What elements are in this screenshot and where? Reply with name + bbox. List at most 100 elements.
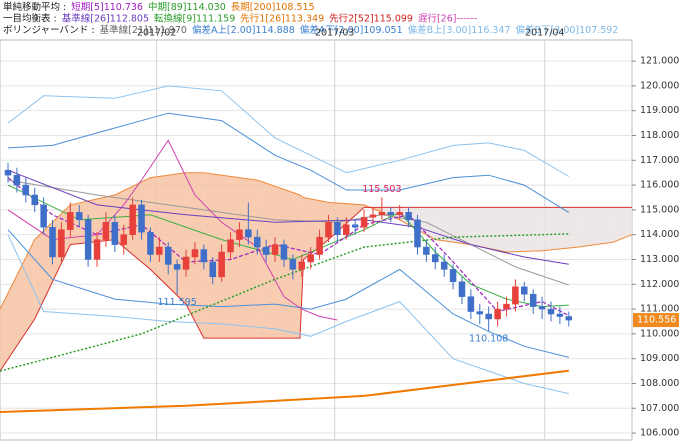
- candle-body: [485, 313, 492, 320]
- candle-body: [218, 251, 225, 278]
- candle-body: [75, 212, 83, 221]
- candle-body: [467, 296, 475, 312]
- price-annotation: 110.108: [469, 334, 508, 345]
- cloud: [257, 180, 300, 339]
- y-tick-label: 121.000: [640, 56, 679, 67]
- y-tick-label: 118.000: [640, 130, 679, 141]
- y-tick-label: 109.000: [640, 353, 679, 364]
- legend-entry: 偏差B上[3.00]116.347: [408, 24, 511, 36]
- candle-body: [4, 169, 12, 176]
- indicator-line: [7, 229, 569, 358]
- y-tick-label: 112.000: [640, 279, 679, 290]
- candle-body: [414, 219, 421, 248]
- candle-body: [13, 174, 21, 186]
- candle-body: [547, 308, 555, 315]
- legend-line: ボリンジャーバンド : 基準線[21]111.970 偏差A上[2.00]114.8…: [3, 24, 618, 36]
- candle-body: [156, 246, 163, 255]
- indicator-line: [7, 234, 569, 395]
- y-tick-label: 113.000: [640, 254, 679, 265]
- candle-body: [307, 254, 314, 263]
- candle-body: [67, 212, 74, 230]
- legend-entry: 一目均衡表 :: [3, 12, 57, 24]
- candle-body: [164, 246, 172, 265]
- cloud: [577, 207, 614, 248]
- cloud: [506, 207, 543, 253]
- candle-body: [512, 286, 519, 305]
- legend-line: 単純移動平均 : 短期[5]110.736 中期[89]114.030 長期[200]…: [3, 1, 315, 13]
- indicator-line: [0, 233, 569, 372]
- candle-body: [245, 229, 252, 238]
- candle-body: [182, 256, 190, 270]
- legend-entry: 短期[5]110.736: [71, 1, 143, 13]
- candle-body: [529, 293, 537, 307]
- candle-body: [521, 286, 528, 295]
- legend-entry: 偏差A下[2.00]109.051: [300, 24, 403, 36]
- legend-entry: 単純移動平均 :: [3, 1, 66, 13]
- candle-body: [31, 194, 38, 206]
- y-tick-label: 106.000: [640, 428, 679, 439]
- candle-body: [254, 236, 261, 248]
- candle-body: [538, 306, 546, 310]
- candle-body: [476, 311, 484, 315]
- y-tick-label: 111.000: [640, 304, 679, 315]
- candle-body: [565, 316, 573, 321]
- candle-body: [432, 254, 439, 263]
- x-tick-label: 2017/03: [315, 28, 354, 39]
- legend-line: 一目均衡表 : 基準線[26]112.805 転換線[9]111.159 先行1[26…: [3, 12, 477, 24]
- legend-entry: ボリンジャーバンド :: [3, 25, 95, 36]
- candle-body: [503, 303, 510, 310]
- current-price-box: [633, 313, 679, 328]
- y-tick-label: 120.000: [640, 80, 679, 91]
- candle-body: [49, 226, 56, 258]
- y-tick-label: 117.000: [640, 155, 679, 166]
- candle-body: [93, 239, 101, 260]
- candle-body: [440, 261, 448, 270]
- y-tick-label: 108.000: [640, 378, 679, 389]
- x-tick-label: 2017/02: [137, 28, 176, 39]
- candle-body: [449, 269, 457, 283]
- candle-body: [120, 234, 127, 245]
- indicator-line: [0, 369, 569, 413]
- legend-entry: 転換線[9]111.159: [154, 12, 235, 24]
- candle-body: [40, 204, 47, 228]
- candle-body: [351, 224, 359, 228]
- candle-body: [378, 212, 386, 216]
- candle-body: [325, 222, 332, 238]
- candle-body: [147, 231, 154, 255]
- indicator-line: [7, 112, 570, 214]
- legend-entry: 基準線[26]112.805: [62, 12, 149, 24]
- legend-entry: 偏差B下[3.00]107.592: [516, 24, 619, 36]
- y-tick-label: 116.000: [640, 180, 679, 191]
- candle-body: [200, 249, 208, 263]
- legend-entry: 先行1[26]113.349: [240, 12, 324, 24]
- y-tick-label: 115.000: [640, 204, 679, 215]
- candle-body: [405, 212, 412, 221]
- candle-body: [236, 229, 243, 240]
- legend-entry: 先行2[52]115.099: [329, 12, 413, 24]
- cloud: [435, 207, 471, 245]
- candle-body: [227, 239, 234, 253]
- candle-body: [58, 229, 65, 258]
- candle-body: [343, 224, 350, 235]
- cloud: [613, 207, 632, 243]
- price-annotation: 111.595: [157, 297, 196, 308]
- candle-body: [138, 204, 145, 233]
- y-tick-label: 110.000: [640, 328, 679, 339]
- candle-body: [129, 204, 136, 235]
- legend-entry: 遅行[26]------: [418, 12, 477, 24]
- indicator-line: [7, 85, 570, 177]
- legend-entry: 偏差A上[2.00]114.888: [192, 24, 295, 36]
- candle-body: [334, 222, 341, 235]
- candle-body: [280, 244, 288, 260]
- candle-body: [298, 261, 306, 270]
- candle-body: [494, 308, 501, 320]
- candle-body: [209, 261, 216, 278]
- candle-body: [423, 246, 430, 255]
- candle-body: [271, 244, 279, 255]
- candle-body: [289, 259, 297, 270]
- candle-body: [173, 264, 181, 270]
- x-tick-label: 2017/04: [525, 28, 564, 39]
- price-annotation: 115.503: [362, 184, 401, 195]
- candle-body: [262, 246, 270, 255]
